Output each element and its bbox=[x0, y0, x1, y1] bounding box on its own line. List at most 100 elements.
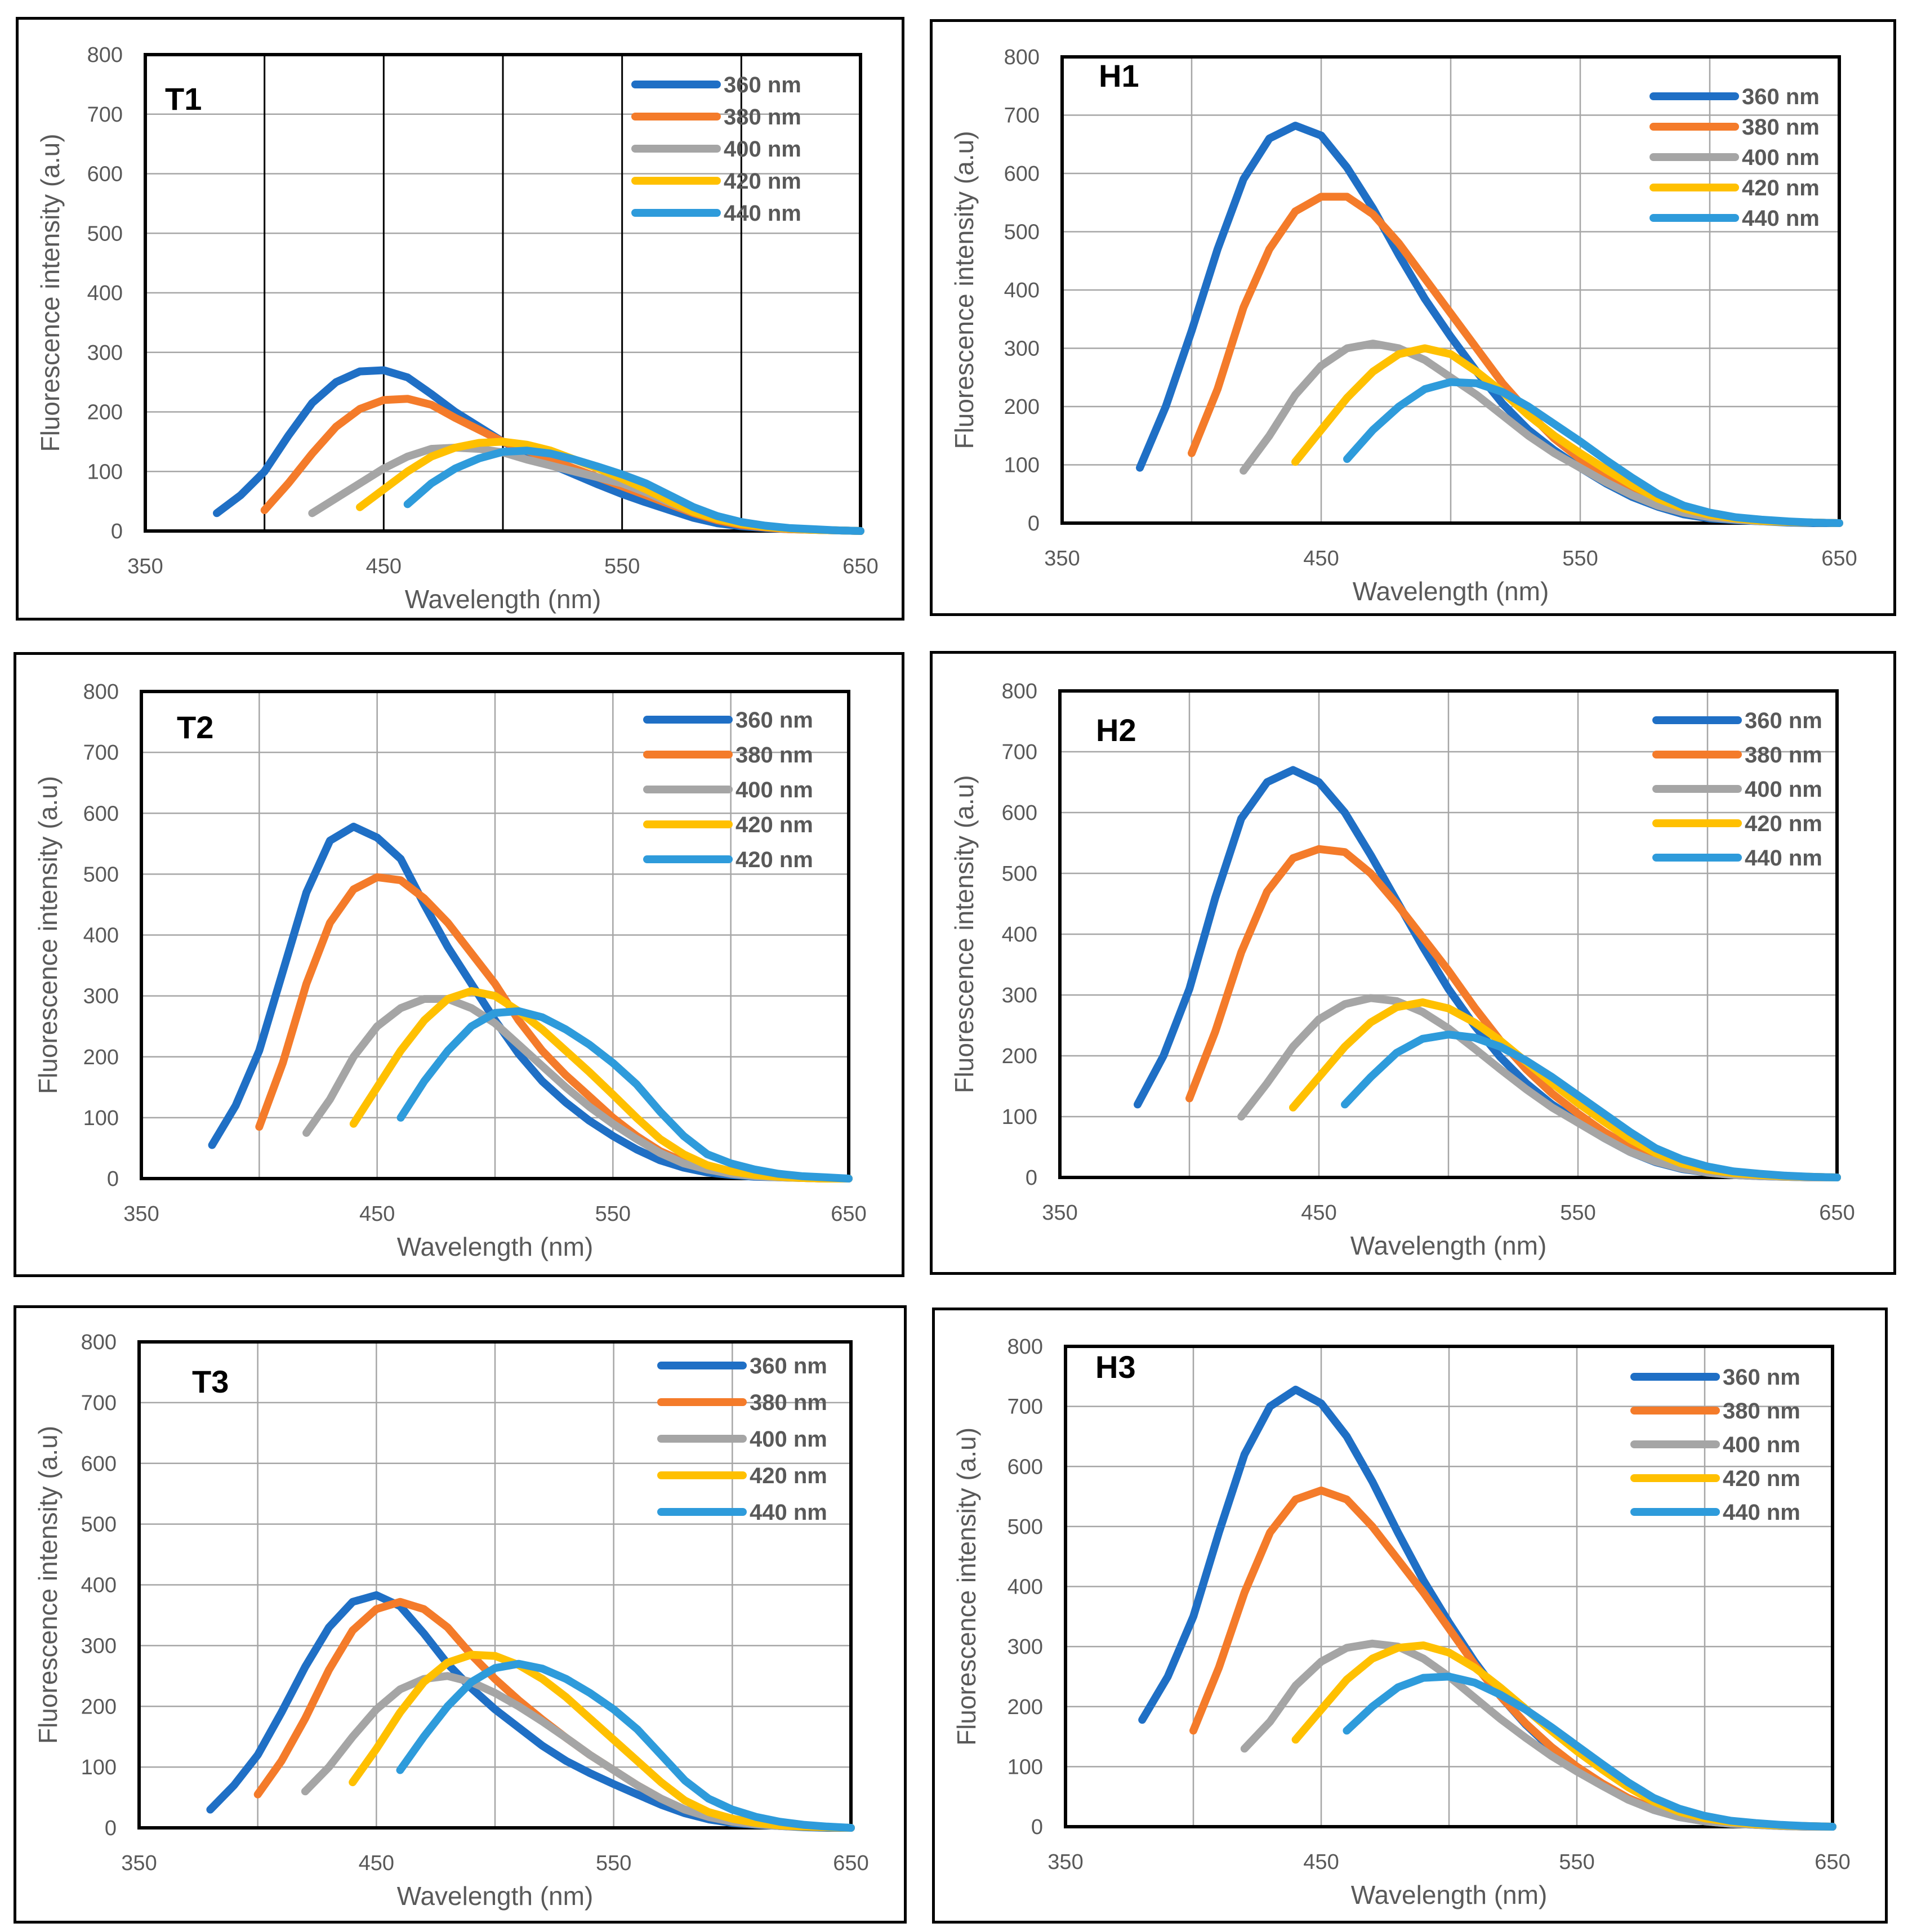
y-tick-label: 200 bbox=[87, 401, 123, 425]
series-line-5 bbox=[1341, 1030, 1841, 1181]
y-axis-label: Fluorescence intensity (a.u) bbox=[33, 776, 63, 1094]
y-tick-label: 700 bbox=[1002, 740, 1037, 764]
chart-t1: 0 100 200 300 400 500 600 700 800 350 450 550 650 360… bbox=[35, 43, 879, 614]
x-tick-label: 650 bbox=[842, 555, 878, 578]
panel-h3: 0 100 200 300 400 500 600 700 800 350 450 550 650 360… bbox=[932, 1308, 1888, 1924]
x-tick-label: 450 bbox=[359, 1851, 394, 1875]
x-axis-label: Wavelength (nm) bbox=[1350, 1231, 1547, 1260]
y-tick-label: 100 bbox=[81, 1756, 117, 1779]
legend-label: 400 nm bbox=[735, 778, 813, 802]
plot-frame bbox=[1060, 55, 1841, 525]
series-line-5 bbox=[1343, 378, 1843, 527]
y-tick-label: 500 bbox=[1004, 221, 1040, 244]
y-axis-label: Fluorescence intensity (a.u) bbox=[35, 133, 65, 452]
y-tick-label: 800 bbox=[1008, 1335, 1043, 1359]
panel-h1: 0 100 200 300 400 500 600 700 800 350 450 550 650 360… bbox=[930, 19, 1896, 616]
series-line-3 bbox=[1237, 994, 1841, 1181]
panel-h2: 0 100 200 300 400 500 600 700 800 350 450 550 650 360… bbox=[930, 651, 1896, 1275]
legend-label: 440 nm bbox=[724, 201, 801, 226]
y-tick-label: 400 bbox=[81, 1574, 117, 1598]
y-tick-label: 800 bbox=[81, 1331, 117, 1354]
series-line-3 bbox=[1240, 340, 1843, 527]
series-line-2 bbox=[1189, 1486, 1836, 1831]
panel-title: H3 bbox=[1095, 1349, 1136, 1385]
legend-label: 420 nm bbox=[1745, 811, 1822, 836]
x-axis-label: Wavelength (nm) bbox=[1353, 577, 1549, 606]
panel-t3: 0 100 200 300 400 500 600 700 800 350 450 550 650 360… bbox=[14, 1305, 907, 1924]
series-line-5 bbox=[403, 447, 864, 535]
series-line-2 bbox=[1185, 845, 1841, 1181]
legend-label: 380 nm bbox=[1745, 743, 1822, 768]
legend-label: 440 nm bbox=[1745, 846, 1822, 871]
y-tick-label: 100 bbox=[87, 460, 123, 484]
chart-t3: 0 100 200 300 400 500 600 700 800 350 450 550 650 360… bbox=[33, 1331, 869, 1911]
legend-label: 400 nm bbox=[1742, 145, 1820, 170]
legend-label: 440 nm bbox=[1723, 1500, 1800, 1525]
y-tick-label: 0 bbox=[107, 1167, 119, 1191]
legend-label: 420 nm bbox=[1723, 1466, 1800, 1491]
legend-label: 360 nm bbox=[724, 73, 801, 97]
y-tick-label: 300 bbox=[1002, 984, 1037, 1007]
x-tick-label: 350 bbox=[1044, 547, 1080, 570]
legend-label: 380 nm bbox=[750, 1390, 827, 1415]
y-tick-label: 200 bbox=[83, 1046, 119, 1069]
x-tick-label: 450 bbox=[1303, 547, 1339, 570]
legend-label: 360 nm bbox=[1745, 708, 1822, 733]
y-tick-label: 400 bbox=[1002, 923, 1037, 947]
legend-label: 380 nm bbox=[724, 105, 801, 130]
y-tick-label: 500 bbox=[1002, 862, 1037, 886]
y-tick-label: 300 bbox=[1008, 1635, 1043, 1659]
y-axis-label: Fluorescence intensity (a.u) bbox=[952, 1427, 981, 1746]
x-tick-label: 650 bbox=[1815, 1850, 1850, 1874]
x-tick-label: 550 bbox=[595, 1202, 631, 1226]
y-tick-label: 200 bbox=[1002, 1045, 1037, 1068]
y-tick-label: 100 bbox=[1004, 454, 1040, 478]
y-tick-label: 200 bbox=[1008, 1695, 1043, 1719]
y-tick-label: 400 bbox=[1004, 279, 1040, 302]
x-tick-label: 550 bbox=[604, 555, 640, 578]
y-tick-label: 600 bbox=[87, 163, 123, 186]
panel-title: H1 bbox=[1099, 58, 1139, 93]
legend-label: 380 nm bbox=[735, 743, 813, 768]
plot-frame bbox=[144, 53, 862, 533]
y-tick-label: 0 bbox=[1026, 1166, 1037, 1190]
plot-frame bbox=[140, 690, 850, 1180]
y-tick-label: 200 bbox=[1004, 395, 1040, 419]
x-tick-label: 350 bbox=[1042, 1201, 1077, 1225]
legend-label: 360 nm bbox=[1742, 84, 1820, 109]
y-tick-label: 600 bbox=[81, 1452, 117, 1476]
legend-label: 400 nm bbox=[1745, 777, 1822, 802]
panel-t1: 0 100 200 300 400 500 600 700 800 350 450 550 650 360… bbox=[16, 17, 904, 621]
y-tick-label: 0 bbox=[105, 1817, 117, 1840]
y-tick-label: 800 bbox=[87, 43, 123, 67]
x-tick-label: 350 bbox=[121, 1851, 157, 1875]
plot-frame bbox=[1058, 689, 1839, 1179]
series-line-5 bbox=[396, 1659, 855, 1832]
y-axis-label: Fluorescence intensity (a.u) bbox=[33, 1426, 63, 1744]
legend-label: 420 nm bbox=[1742, 176, 1820, 200]
y-tick-label: 300 bbox=[87, 341, 123, 365]
panel-title: T3 bbox=[192, 1364, 229, 1399]
plot-frame bbox=[1064, 1345, 1834, 1828]
legend-label: 420 nm bbox=[735, 847, 813, 872]
series-line-2 bbox=[1188, 193, 1843, 527]
legend-label: 400 nm bbox=[1723, 1433, 1800, 1457]
y-tick-label: 700 bbox=[83, 741, 119, 765]
y-tick-label: 400 bbox=[1008, 1576, 1043, 1599]
y-tick-label: 300 bbox=[81, 1634, 117, 1658]
y-axis-label: Fluorescence intensity (a.u) bbox=[949, 775, 979, 1093]
y-tick-label: 800 bbox=[83, 680, 119, 704]
series-line-2 bbox=[253, 1598, 855, 1832]
y-tick-label: 500 bbox=[1008, 1515, 1043, 1539]
y-tick-label: 500 bbox=[81, 1513, 117, 1537]
plot-frame bbox=[137, 1340, 853, 1830]
y-tick-label: 0 bbox=[1028, 512, 1040, 536]
legend-label: 440 nm bbox=[750, 1500, 827, 1525]
x-axis-label: Wavelength (nm) bbox=[397, 1232, 594, 1261]
y-tick-label: 700 bbox=[1008, 1395, 1043, 1419]
y-tick-label: 500 bbox=[83, 863, 119, 886]
panel-title: H2 bbox=[1096, 712, 1136, 748]
legend-label: 360 nm bbox=[735, 708, 813, 733]
series-line-5 bbox=[1343, 1672, 1836, 1831]
legend-label: 360 nm bbox=[750, 1354, 827, 1378]
